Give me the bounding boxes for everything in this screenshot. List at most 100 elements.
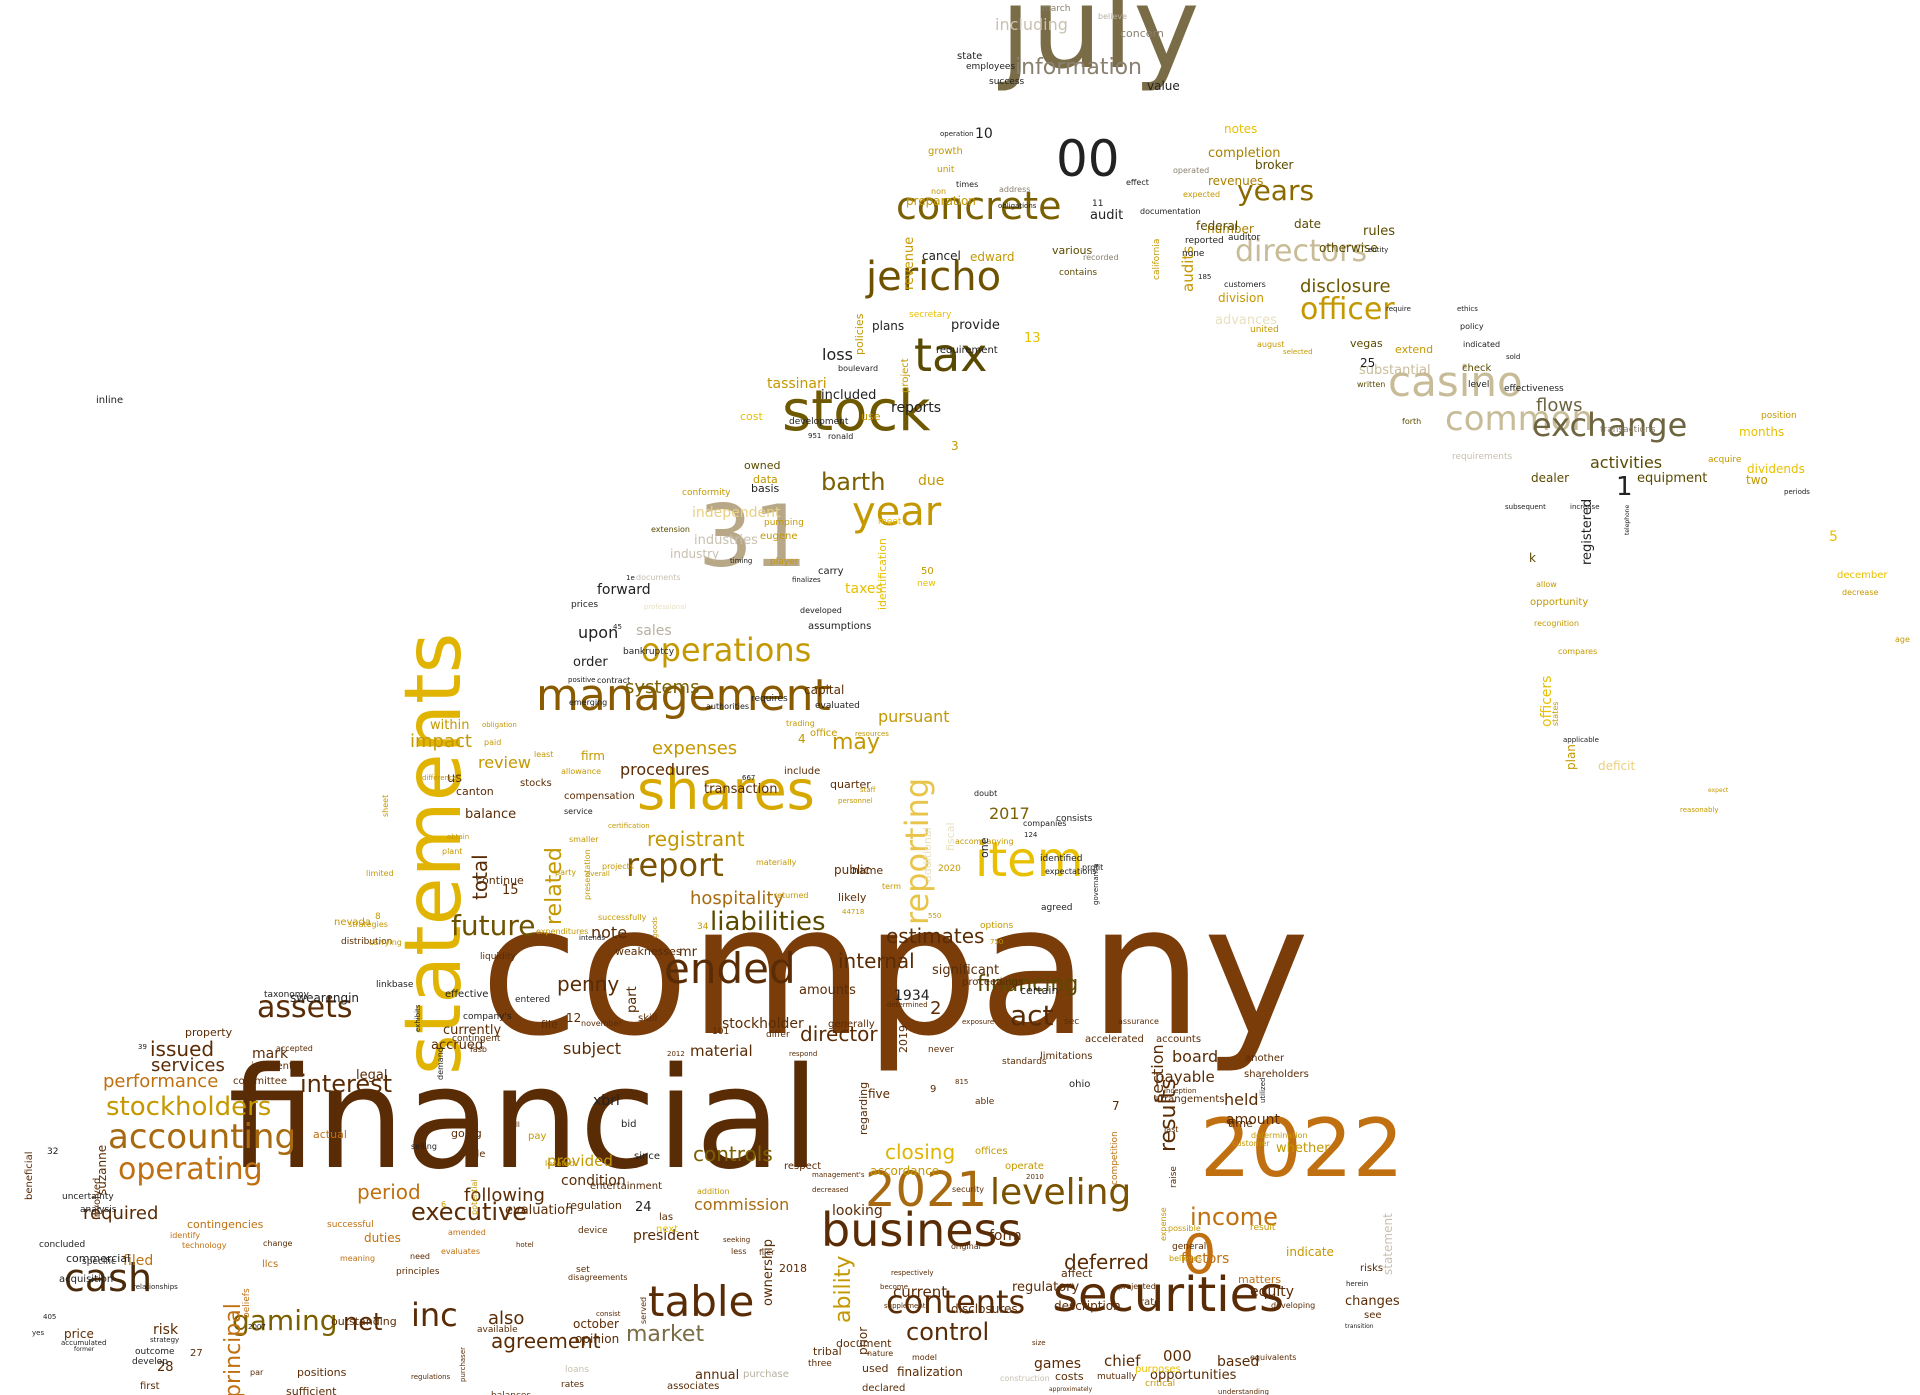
word-technology: technology — [182, 1241, 227, 1251]
word-equity: equity — [1250, 1283, 1295, 1300]
word-going: going — [451, 1126, 482, 1140]
word-par: par — [250, 1368, 264, 1378]
word-edward: edward — [970, 250, 1015, 265]
word-31: 31 — [698, 487, 808, 588]
word-substantial: substantial — [1359, 363, 1431, 379]
word-vegas: vegas — [1350, 336, 1383, 350]
word-subject: subject — [563, 1038, 621, 1058]
word-contract: contract — [597, 676, 631, 686]
word-professional: professional — [644, 603, 687, 612]
word-2019: 2019 — [897, 1025, 910, 1053]
word-able: able — [975, 1096, 995, 1107]
word-changes: changes — [1345, 1294, 1400, 1310]
word-duties: duties — [364, 1231, 401, 1246]
word-balance: balance — [465, 807, 517, 823]
word-supplement: supplement — [884, 1302, 926, 1311]
word-affect: affect — [1061, 1266, 1093, 1280]
word-issued: issued — [150, 1036, 215, 1061]
word-california: california — [1152, 238, 1162, 280]
word-companies: companies — [1023, 819, 1067, 829]
word-outstanding: outstanding — [331, 1314, 397, 1328]
word-specific: specific — [82, 1256, 117, 1267]
word-provide: provide — [951, 318, 1000, 334]
word-part: part — [625, 986, 640, 1013]
word-allow: allow — [1536, 580, 1557, 590]
word-materially: materially — [756, 858, 797, 868]
word-667: 667 — [742, 774, 756, 783]
word-entertainment: entertainment — [590, 1180, 662, 1192]
word-description: description — [1054, 1299, 1121, 1314]
word-reasonably: reasonably — [1680, 806, 1719, 815]
word-sell: sell — [508, 1121, 520, 1130]
word-assets: assets — [257, 990, 353, 1026]
word-provided: provided — [547, 1151, 613, 1170]
word-statement: statement — [1381, 1213, 1395, 1275]
word-strategies: strategies — [348, 920, 388, 930]
word-address: address — [999, 185, 1031, 195]
word-1: 1 — [1616, 471, 1633, 502]
word-possible: possible — [1168, 1224, 1201, 1234]
word-agreed: agreed — [1041, 902, 1073, 913]
word-filer: filer — [759, 1248, 775, 1258]
word-need: need — [410, 1252, 430, 1262]
word-casino: casino — [1388, 356, 1523, 406]
word-distribution: distribution — [341, 936, 393, 947]
word-raise: raise — [1169, 1166, 1179, 1188]
word-opinion: opinion — [575, 1332, 620, 1347]
word-three: three — [808, 1358, 832, 1369]
word-contains: contains — [1059, 267, 1098, 278]
word-returned: returned — [774, 891, 809, 901]
word-inception: inception — [1164, 1087, 1197, 1096]
word-jericho: jericho — [866, 254, 1002, 301]
word-basis: basis — [751, 481, 780, 495]
word-101: 101 — [712, 1026, 730, 1037]
word-times: times — [956, 180, 979, 190]
word-accordance: accordance — [870, 1164, 940, 1179]
word-original: original — [951, 1242, 981, 1252]
word-set: set — [576, 1264, 590, 1275]
word-accumulated: accumulated — [61, 1339, 107, 1348]
word-815: 815 — [955, 1078, 969, 1087]
word-various: various — [1052, 243, 1093, 257]
word-preparation: preparation — [906, 194, 976, 209]
word-july: july — [1000, 0, 1200, 95]
word-sufficient: sufficient — [286, 1384, 337, 1395]
word-filed: filed — [123, 1252, 154, 1269]
word-opportunity: opportunity — [1530, 596, 1589, 608]
word-2017: 2017 — [989, 803, 1030, 823]
word-obligations: obligations — [998, 202, 1037, 211]
word-4: 4 — [798, 732, 806, 747]
word-payable: payable — [1155, 1067, 1215, 1086]
word-sheet: sheet — [381, 794, 390, 817]
word-taxonomy: taxonomy — [264, 989, 309, 1000]
word-likely: likely — [838, 890, 867, 904]
word-current: current — [893, 1282, 948, 1301]
word-expectations: expectations — [1045, 867, 1097, 877]
word-growth: growth — [928, 145, 963, 157]
word-2022: 2022 — [1200, 1102, 1404, 1196]
word-developing: developing — [1271, 1301, 1316, 1311]
word-develop: develop — [132, 1356, 168, 1367]
word-llcs: llcs — [262, 1258, 279, 1270]
word-factors: factors — [1181, 1250, 1230, 1267]
word-office: office — [810, 727, 838, 739]
word-beliefs: beliefs — [242, 1288, 252, 1318]
word-industries: industries — [694, 533, 758, 549]
word-rates: rates — [561, 1379, 584, 1390]
word-developed: developed — [800, 606, 842, 616]
word-expected: expected — [1183, 190, 1221, 200]
word-ohio: ohio — [1069, 1078, 1091, 1090]
word-systems: systems — [625, 677, 700, 699]
word-securities: securities — [1053, 1266, 1285, 1323]
word-eugene: eugene — [760, 530, 798, 542]
word-device: device — [578, 1225, 608, 1236]
word-recorded: recorded — [1083, 253, 1119, 263]
word-board: board — [1172, 1046, 1219, 1066]
word-impact: impact — [410, 731, 472, 753]
word-stocks: stocks — [520, 777, 552, 789]
word-effective: effective — [445, 988, 489, 1000]
word-purchase: purchase — [743, 1368, 789, 1380]
word-last: last — [1164, 1125, 1179, 1135]
word-inherent: inherent — [251, 1060, 293, 1072]
word-acquisition: acquisition — [59, 1273, 114, 1285]
